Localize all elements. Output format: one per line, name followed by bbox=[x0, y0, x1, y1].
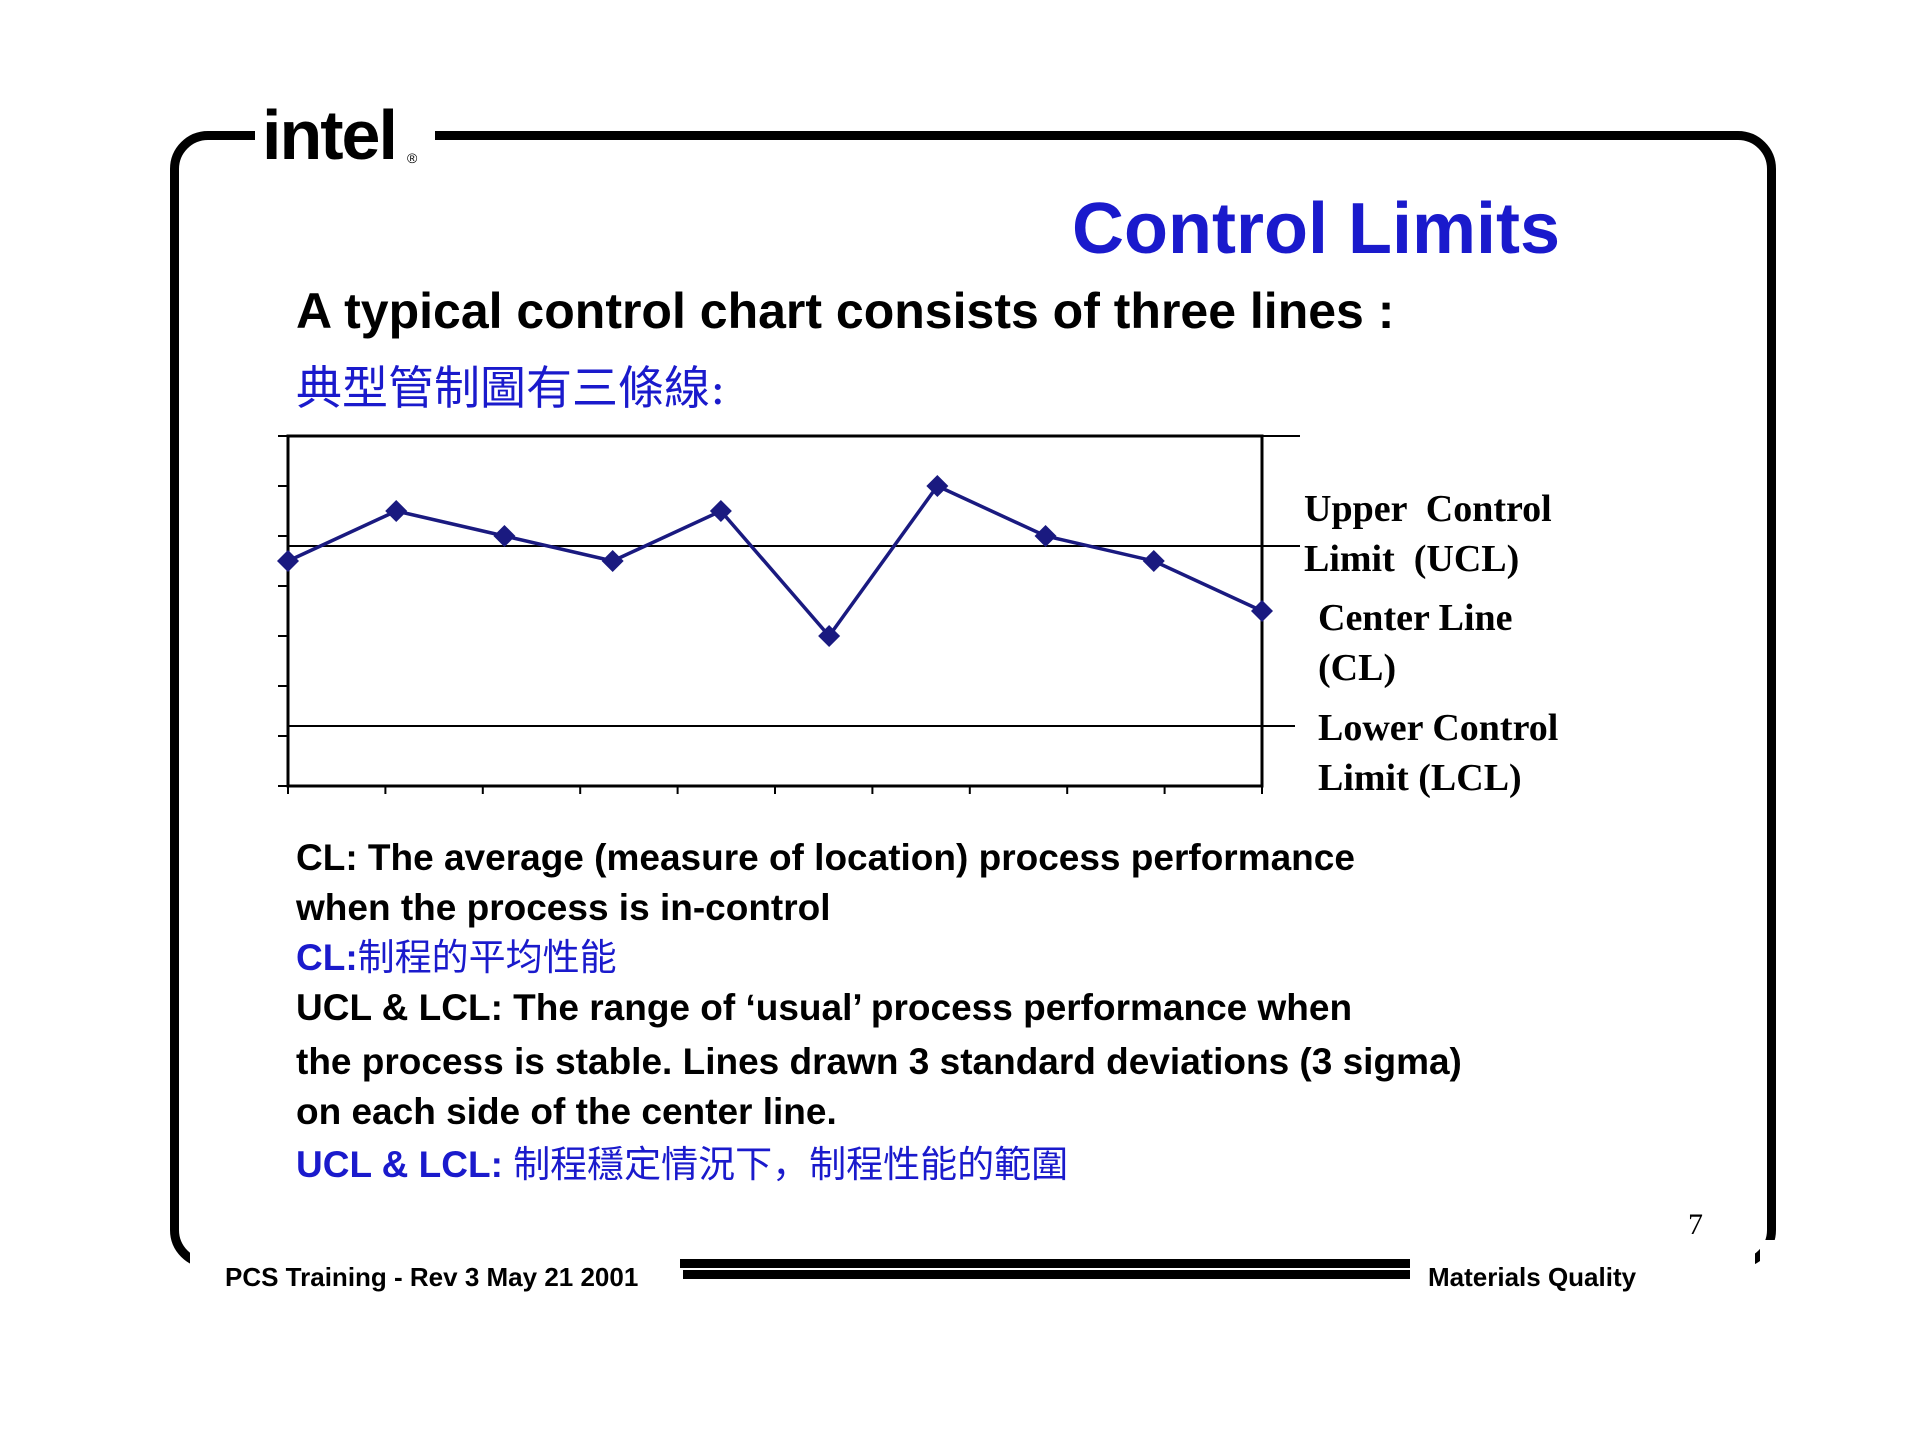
lcl-label: Lower Control Limit (LCL) bbox=[1318, 703, 1558, 803]
lcl-label-line1: Lower Control bbox=[1318, 707, 1559, 749]
data-point bbox=[1142, 550, 1165, 572]
lcl-label-line2: Limit (LCL) bbox=[1318, 757, 1522, 799]
slide-subtitle: A typical control chart consists of thre… bbox=[296, 283, 1395, 339]
control-chart bbox=[277, 434, 1300, 794]
cl-definition-1: CL: The average (measure of location) pr… bbox=[296, 837, 1355, 878]
cl-definition-cn: CL:制程的平均性能 bbox=[296, 933, 617, 983]
slide-subtitle-cn: 典型管制圖有三條線: bbox=[296, 361, 726, 415]
ucl-lcl-definition-3: on each side of the center line. bbox=[296, 1091, 837, 1132]
intel-logo: intel bbox=[262, 96, 398, 174]
ucl-label-line1: Upper Control bbox=[1304, 488, 1552, 530]
cl-label-line1: Center Line bbox=[1318, 597, 1513, 639]
cl-label: Center Line (CL) bbox=[1318, 593, 1513, 693]
ucl-label: Upper Control Limit (UCL) bbox=[1304, 484, 1552, 584]
plot-area bbox=[286, 434, 1264, 788]
cl-cn-text: 制程的平均性能 bbox=[357, 936, 617, 979]
slide-title: Control Limits bbox=[1072, 189, 1560, 269]
ucl-cn-text: 制程穩定情況下，制程性能的範圍 bbox=[513, 1143, 1069, 1186]
slide-frame bbox=[170, 131, 1776, 1268]
footer-left: PCS Training - Rev 3 May 21 2001 bbox=[225, 1262, 639, 1292]
data-point bbox=[493, 525, 516, 547]
frame-gap bbox=[190, 1248, 680, 1288]
ucl-lcl-definition-cn: UCL & LCL: 制程穩定情況下，制程性能的範圍 bbox=[296, 1140, 1068, 1190]
data-point bbox=[926, 475, 949, 497]
data-point bbox=[601, 550, 624, 572]
footer-right: Materials Quality bbox=[1428, 1262, 1637, 1292]
cl-definition-2: when the process is in-control bbox=[296, 887, 831, 928]
frame-gap bbox=[255, 118, 435, 150]
registered-mark: ® bbox=[407, 150, 418, 166]
frame-gap bbox=[1410, 1248, 1755, 1288]
series-line bbox=[287, 483, 1263, 639]
ucl-lcl-definition-1: UCL & LCL: The range of ‘usual’ process … bbox=[296, 987, 1353, 1028]
data-point bbox=[277, 550, 299, 572]
ucl-cn-prefix: UCL & LCL: bbox=[296, 1144, 514, 1185]
data-point bbox=[1034, 525, 1057, 547]
page-number: 7 bbox=[1688, 1208, 1703, 1241]
frame-gap bbox=[1760, 1240, 1790, 1280]
data-point bbox=[385, 500, 408, 522]
data-point bbox=[709, 500, 732, 522]
cl-label-line2: (CL) bbox=[1318, 647, 1397, 689]
footer-rule bbox=[683, 1270, 1410, 1279]
ucl-label-line2: Limit (UCL) bbox=[1304, 538, 1520, 580]
ucl-lcl-definition-2: the process is stable. Lines drawn 3 sta… bbox=[296, 1041, 1462, 1082]
data-point bbox=[1251, 600, 1273, 622]
cl-cn-prefix: CL: bbox=[296, 937, 358, 978]
data-point bbox=[818, 625, 841, 647]
